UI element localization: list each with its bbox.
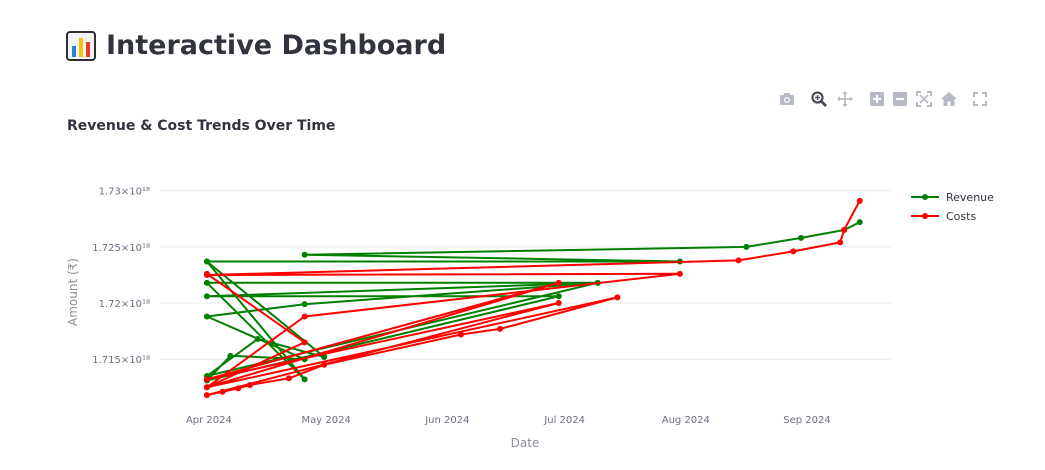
data-point[interactable] <box>301 313 308 320</box>
data-point[interactable] <box>203 279 210 286</box>
chart-series <box>203 197 863 399</box>
chart-legend: Revenue Costs <box>911 191 994 223</box>
data-point[interactable] <box>227 352 234 359</box>
x-tick-label: Apr 2024 <box>186 415 232 426</box>
y-tick-label: 1.72×10¹⁸ <box>99 299 150 310</box>
data-point[interactable] <box>321 361 328 368</box>
series-costs <box>203 197 863 399</box>
data-point[interactable] <box>246 382 253 389</box>
data-point[interactable] <box>555 293 562 300</box>
zoom-out-icon[interactable] <box>891 90 909 108</box>
page-title: Interactive Dashboard <box>66 30 446 61</box>
camera-icon[interactable] <box>778 90 796 108</box>
autoscale-icon[interactable] <box>915 90 933 108</box>
data-point[interactable] <box>203 376 210 383</box>
zoom-in-icon[interactable] <box>868 90 886 108</box>
pan-icon[interactable] <box>836 90 854 108</box>
data-point[interactable] <box>203 313 210 320</box>
y-axis-title: Amount (₹) <box>66 258 80 326</box>
series-line-revenue <box>205 221 861 382</box>
data-point[interactable] <box>497 325 504 332</box>
y-tick-label: 1.725×10¹⁸ <box>92 243 150 254</box>
legend-item-revenue[interactable]: Revenue <box>911 191 994 204</box>
data-point[interactable] <box>203 384 210 391</box>
x-axis-title: Date <box>511 436 540 450</box>
data-point[interactable] <box>203 293 210 300</box>
data-point[interactable] <box>321 353 328 360</box>
data-point[interactable] <box>286 375 292 382</box>
page-title-text: Interactive Dashboard <box>106 30 447 61</box>
x-tick-label: Aug 2024 <box>662 415 710 426</box>
series-line-costs <box>205 200 861 397</box>
legend-label: Costs <box>946 210 976 223</box>
data-point[interactable] <box>301 251 308 258</box>
data-point[interactable] <box>203 258 210 265</box>
data-point[interactable] <box>856 219 863 226</box>
chart-title: Revenue & Cost Trends Over Time <box>67 118 336 134</box>
bar-chart-emoji-icon <box>66 30 96 61</box>
data-point[interactable] <box>301 339 308 346</box>
legend-swatch-marker <box>922 194 928 200</box>
data-point[interactable] <box>235 385 242 392</box>
data-point[interactable] <box>790 248 797 255</box>
legend-label: Revenue <box>946 191 994 204</box>
zoom-icon[interactable] <box>810 90 828 108</box>
x-tick-label: Sep 2024 <box>783 415 830 426</box>
legend-item-costs[interactable]: Costs <box>911 210 976 223</box>
x-tick-label: Jul 2024 <box>543 415 585 426</box>
x-tick-label: May 2024 <box>302 415 351 426</box>
x-axis-ticks: Apr 2024 May 2024 Jun 2024 Jul 2024 Aug 2024… <box>186 415 831 426</box>
data-point[interactable] <box>841 227 848 234</box>
data-point[interactable] <box>743 243 750 250</box>
data-point[interactable] <box>203 271 210 278</box>
y-tick-label: 1.73×10¹⁸ <box>99 187 150 198</box>
data-point[interactable] <box>798 234 805 241</box>
data-point[interactable] <box>837 239 844 246</box>
data-point[interactable] <box>219 388 226 395</box>
data-point[interactable] <box>856 197 863 204</box>
data-point[interactable] <box>301 376 308 383</box>
data-point[interactable] <box>254 335 261 342</box>
data-point[interactable] <box>203 392 210 399</box>
fullscreen-icon[interactable] <box>971 90 989 108</box>
legend-swatch-marker <box>922 213 928 219</box>
data-point[interactable] <box>735 257 742 264</box>
x-tick-label: Jun 2024 <box>424 415 469 426</box>
data-point[interactable] <box>614 294 621 301</box>
y-tick-label: 1.715×10¹⁸ <box>92 355 150 366</box>
y-axis-ticks: 1.715×10¹⁸ 1.72×10¹⁸ 1.725×10¹⁸ 1.73×10¹⁸ <box>92 187 150 366</box>
chart-modebar <box>778 90 993 108</box>
data-point[interactable] <box>555 279 562 286</box>
reset-axes-icon[interactable] <box>940 90 958 108</box>
series-revenue <box>203 219 863 384</box>
data-point[interactable] <box>301 301 308 308</box>
data-point[interactable] <box>458 331 464 338</box>
data-point[interactable] <box>676 270 683 277</box>
data-point[interactable] <box>555 300 562 307</box>
